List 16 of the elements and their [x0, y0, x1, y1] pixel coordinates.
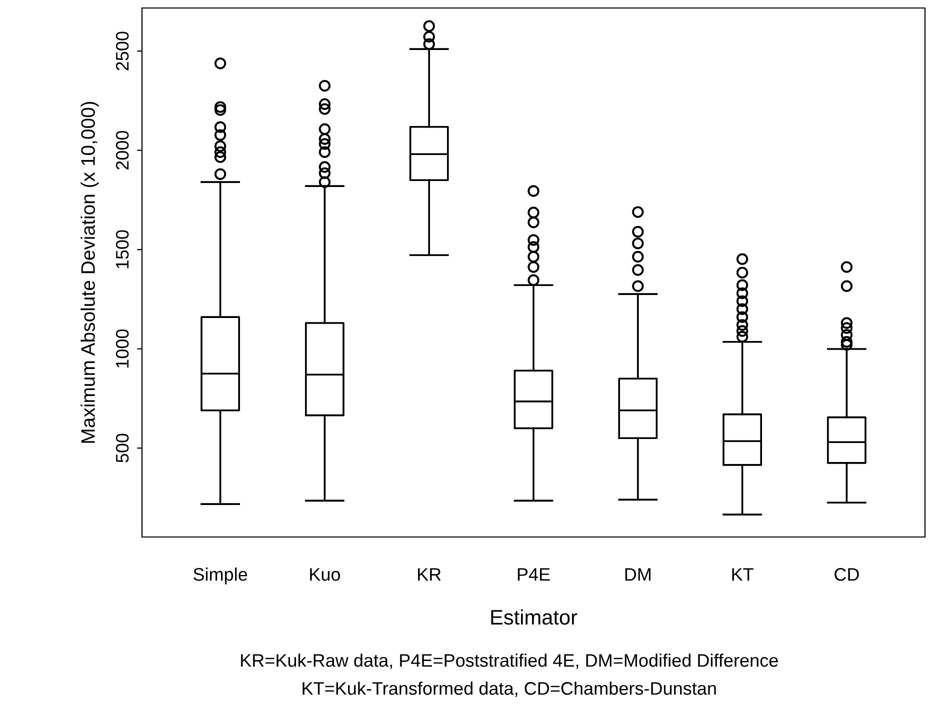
x-tick-label: KR	[418, 568, 441, 581]
x-tick-label: Simple	[194, 568, 248, 584]
y-tick-label: 2500	[116, 32, 129, 70]
y-tick-label: 1500	[116, 230, 129, 268]
x-axis-title: Estimator	[491, 609, 578, 625]
text: KT=Kuk-Transformed data, CD=Chambers-Dunstan	[302, 682, 716, 697]
y-tick-label: 2000	[116, 130, 129, 170]
x-tick-label: CD	[834, 568, 859, 581]
text: KR=Kuk-Raw data, P4E=Poststratified 4E, DM=Modified Difference	[241, 654, 778, 669]
y-axis-title: Maximum Absolute Deviation (x 10,000)	[80, 102, 99, 443]
y-tick-label: 500	[116, 434, 129, 462]
x-tick-label: Kuo	[310, 568, 340, 581]
x-tick-label: DM	[625, 568, 650, 581]
x-tick-label: P4E	[518, 568, 550, 581]
y-tick-label: 1000	[116, 329, 129, 368]
x-tick-label: KT	[732, 568, 754, 581]
